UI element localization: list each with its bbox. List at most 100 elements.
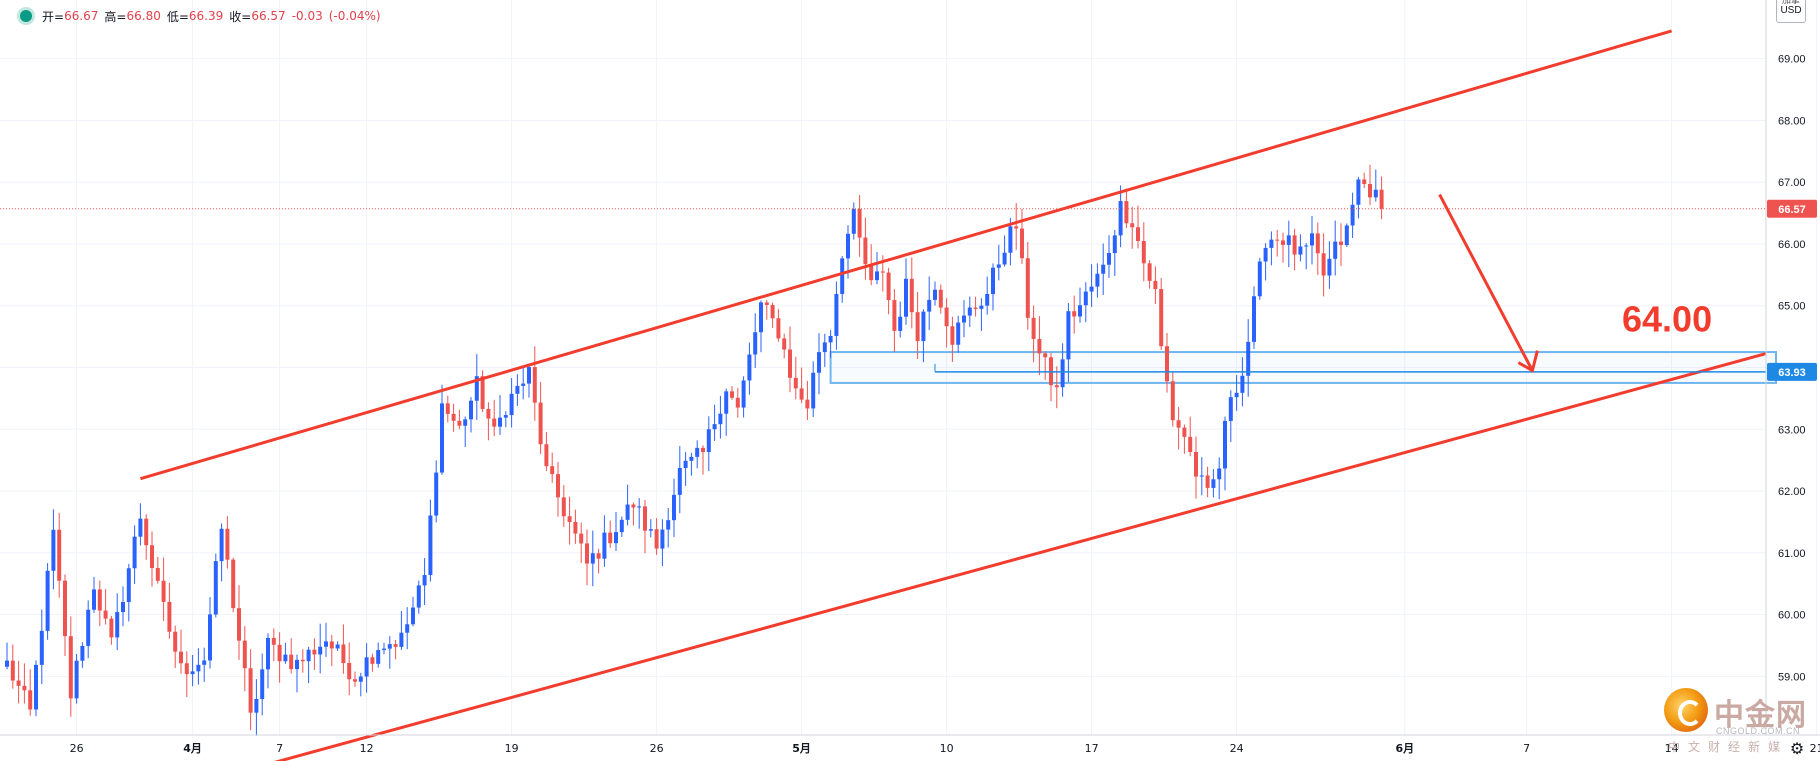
candle-body: [422, 575, 427, 586]
cngold-logo-icon: [1664, 688, 1708, 732]
candle-body: [289, 654, 294, 670]
candle-body: [416, 585, 421, 608]
watermark-url: CNGOLD.COM.CN: [1716, 726, 1801, 736]
y-tick-label: 68.00: [1778, 115, 1806, 127]
candle-body: [1078, 305, 1082, 317]
candle-body: [1304, 245, 1309, 247]
candle-body: [1275, 239, 1280, 241]
candle-body: [1147, 263, 1152, 281]
candle-body: [1060, 359, 1065, 388]
candle-body: [277, 644, 282, 662]
candle-body: [1310, 233, 1314, 246]
candle-body: [1379, 189, 1384, 209]
x-tick-label: 6月: [1395, 742, 1414, 755]
candle-body: [527, 367, 531, 384]
candle-body: [538, 402, 543, 445]
y-tick-label: 65.00: [1778, 301, 1806, 313]
candle-body: [103, 610, 108, 619]
candle-body: [248, 668, 253, 713]
candle-body: [1054, 385, 1059, 388]
candle-body: [121, 601, 125, 613]
candle-body: [266, 637, 270, 670]
candle-body: [1217, 468, 1222, 480]
down-arrow-shaft: [1438, 193, 1534, 372]
candle-body: [254, 699, 259, 713]
candle-body: [1292, 235, 1297, 255]
candle-body: [648, 529, 653, 531]
level-price-tag-label: 63.93: [1778, 367, 1806, 379]
candle-body: [57, 529, 62, 581]
candle-body: [1124, 201, 1129, 224]
candle-body: [573, 521, 578, 534]
y-tick-label: 62.00: [1778, 486, 1806, 498]
candle-body: [161, 580, 166, 602]
candle-body: [614, 532, 618, 544]
candle-body: [1014, 226, 1019, 229]
candle-body: [764, 302, 769, 305]
y-tick-label: 69.00: [1778, 54, 1806, 66]
candle-body: [817, 352, 821, 373]
candle-body: [846, 233, 850, 259]
candle-body: [10, 660, 15, 681]
candle-body: [347, 663, 352, 680]
candle-body: [909, 278, 914, 313]
candle-body: [1118, 201, 1123, 236]
candle-body: [799, 388, 804, 400]
close-label: 收=: [229, 9, 252, 24]
currency-unit-top: 加拿: [1781, 0, 1800, 5]
candle-body: [1188, 436, 1193, 453]
settings-gear-icon[interactable]: ⚙: [1790, 741, 1804, 758]
y-tick-label: 59.00: [1778, 671, 1806, 683]
ohlc-legend: 开= 66.67 高= 66.80 低= 66.39 收= 66.57 -0.0…: [20, 6, 387, 26]
candle-body: [556, 474, 560, 498]
candle-body: [991, 267, 995, 295]
candle-body: [80, 645, 85, 661]
candle-body: [677, 467, 682, 495]
last-price-tag-bg: [1767, 199, 1817, 218]
candle-body: [515, 385, 520, 394]
candle-body: [1339, 241, 1343, 246]
candle-body: [28, 690, 33, 710]
x-tick-label: 4月: [183, 742, 202, 755]
candle-body: [237, 608, 241, 641]
candle-body: [1257, 261, 1262, 297]
candle-body: [486, 408, 491, 419]
x-tick-label: 7: [276, 742, 283, 755]
candle-body: [1368, 184, 1372, 198]
candle-body: [701, 447, 705, 452]
candle-body: [747, 354, 752, 381]
candle-body: [1327, 258, 1332, 276]
x-tick-label: 5月: [792, 742, 811, 755]
candle-body: [213, 561, 218, 615]
candle-body: [741, 380, 746, 408]
candle-body: [1037, 338, 1042, 354]
symbol-status-icon[interactable]: [20, 10, 32, 22]
candle-body: [503, 415, 508, 418]
x-tick-label: 19: [505, 742, 519, 755]
candle-body: [295, 659, 299, 670]
y-tick-label: 61.00: [1778, 548, 1806, 560]
candle-body: [126, 568, 131, 602]
candle-body: [179, 651, 183, 664]
candle-body: [608, 532, 613, 544]
currency-button[interactable]: 加拿 USD: [1776, 0, 1806, 23]
candle-body: [521, 383, 526, 386]
candle-body: [1315, 233, 1320, 254]
candle-body: [561, 497, 566, 517]
candle-body: [979, 305, 984, 309]
candle-body: [880, 271, 885, 273]
candle-body: [1182, 427, 1187, 437]
candle-body: [660, 529, 665, 549]
candle-body: [97, 589, 102, 611]
open-label: 开=: [42, 9, 65, 24]
candle-body: [706, 429, 711, 452]
y-tick-label: 67.00: [1778, 177, 1806, 189]
candle-body: [300, 659, 305, 662]
candle-body: [1130, 223, 1135, 228]
candle-body: [74, 660, 79, 699]
candle-body: [776, 318, 781, 339]
candle-body: [1043, 353, 1048, 358]
candle-body: [68, 636, 73, 699]
candle-body: [364, 657, 369, 677]
